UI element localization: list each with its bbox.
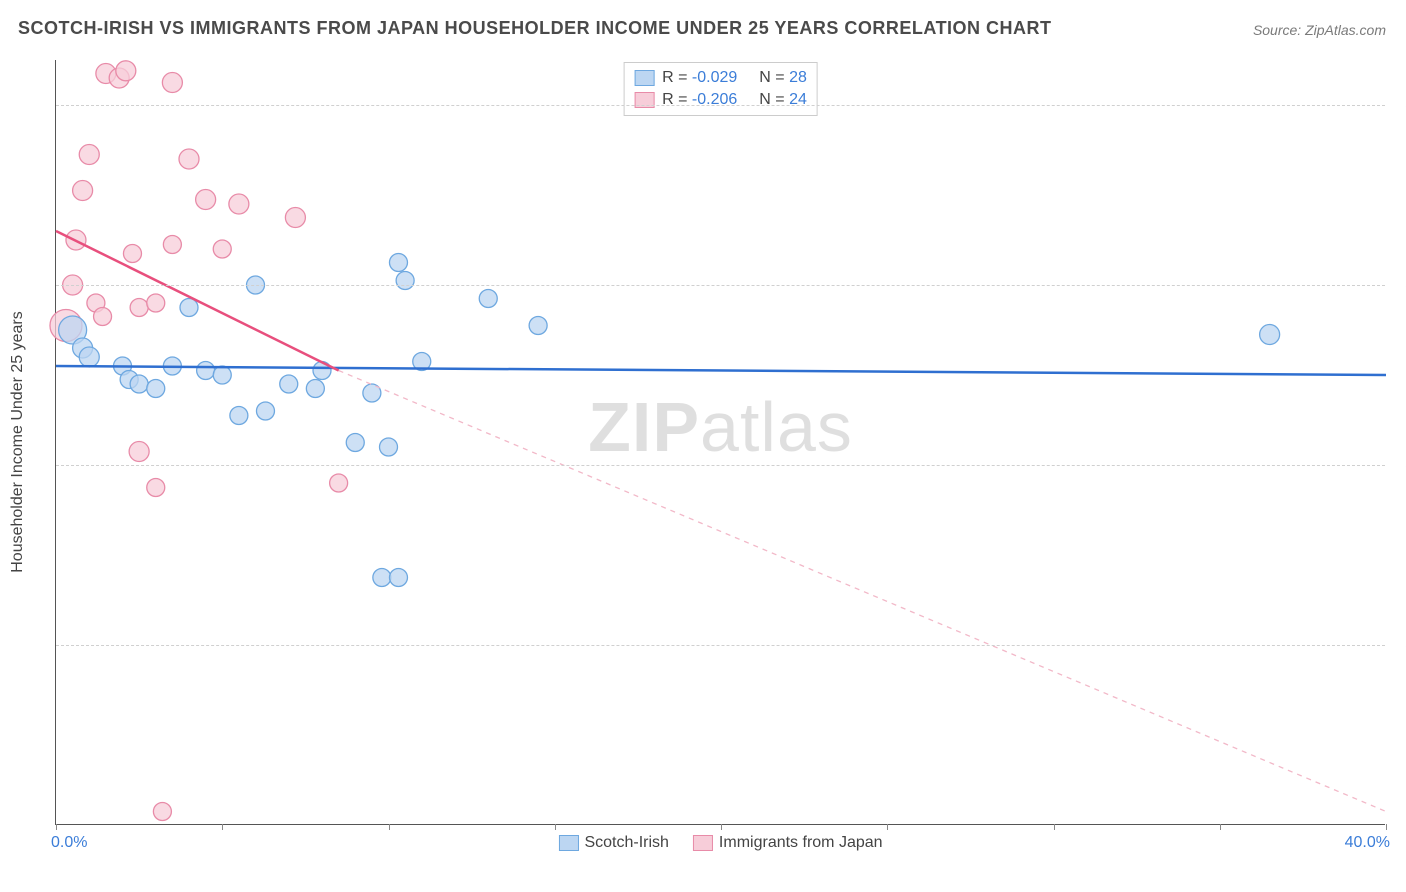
grid-line <box>56 465 1385 466</box>
legend-r: R = -0.029 <box>662 69 737 87</box>
grid-line <box>56 285 1385 286</box>
legend-r: R = -0.206 <box>662 91 737 109</box>
legend-item: Immigrants from Japan <box>693 834 883 852</box>
scatter-point <box>130 299 148 317</box>
scatter-point <box>147 380 165 398</box>
scatter-point <box>147 294 165 312</box>
legend-swatch <box>558 835 578 851</box>
x-tick <box>721 824 722 830</box>
scatter-point <box>94 308 112 326</box>
source-attribution: Source: ZipAtlas.com <box>1253 22 1386 38</box>
series-legend: Scotch-Irish Immigrants from Japan <box>558 834 882 852</box>
y-tick-label: $20,000 <box>1390 637 1406 654</box>
scatter-point <box>256 402 274 420</box>
y-tick-label: $60,000 <box>1390 277 1406 294</box>
legend-row: R = -0.206 N = 24 <box>634 89 807 111</box>
plot-area: Householder Income Under 25 years ZIPatl… <box>55 60 1385 825</box>
legend-label: Scotch-Irish <box>584 834 668 852</box>
x-axis-max-label: 40.0% <box>1345 834 1390 852</box>
trend-line-extrapolated <box>339 371 1386 812</box>
scatter-point <box>230 407 248 425</box>
scatter-point <box>79 145 99 165</box>
scatter-point <box>179 149 199 169</box>
legend-row: R = -0.029 N = 28 <box>634 67 807 89</box>
x-axis-min-label: 0.0% <box>51 834 87 852</box>
x-tick <box>1054 824 1055 830</box>
correlation-legend: R = -0.029 N = 28 R = -0.206 N = 24 <box>623 62 818 116</box>
scatter-point <box>389 569 407 587</box>
legend-item: Scotch-Irish <box>558 834 668 852</box>
scatter-point <box>130 375 148 393</box>
scatter-point <box>129 442 149 462</box>
scatter-point <box>153 803 171 821</box>
scatter-point <box>280 375 298 393</box>
trend-line <box>56 366 1386 375</box>
scatter-point <box>79 347 99 367</box>
scatter-point <box>163 236 181 254</box>
x-tick <box>222 824 223 830</box>
scatter-point <box>529 317 547 335</box>
grid-line <box>56 645 1385 646</box>
scatter-point <box>197 362 215 380</box>
scatter-point <box>147 479 165 497</box>
scatter-point <box>479 290 497 308</box>
scatter-point <box>213 366 231 384</box>
scatter-point <box>285 208 305 228</box>
chart-title: SCOTCH-IRISH VS IMMIGRANTS FROM JAPAN HO… <box>18 18 1052 39</box>
scatter-point <box>330 474 348 492</box>
scatter-point <box>306 380 324 398</box>
scatter-point <box>162 73 182 93</box>
x-tick <box>56 824 57 830</box>
scatter-point <box>213 240 231 258</box>
x-tick <box>555 824 556 830</box>
legend-label: Immigrants from Japan <box>719 834 883 852</box>
scatter-point <box>396 272 414 290</box>
chart-svg <box>56 60 1385 824</box>
y-axis-title: Householder Income Under 25 years <box>9 311 27 572</box>
legend-n: N = 28 <box>759 69 807 87</box>
x-tick <box>1386 824 1387 830</box>
scatter-point <box>229 194 249 214</box>
y-tick-label: $80,000 <box>1390 97 1406 114</box>
scatter-point <box>123 245 141 263</box>
scatter-point <box>1260 325 1280 345</box>
scatter-point <box>180 299 198 317</box>
scatter-point <box>196 190 216 210</box>
x-tick <box>1220 824 1221 830</box>
scatter-point <box>373 569 391 587</box>
grid-line <box>56 105 1385 106</box>
scatter-point <box>389 254 407 272</box>
legend-swatch <box>693 835 713 851</box>
y-tick-label: $40,000 <box>1390 457 1406 474</box>
scatter-point <box>116 61 136 81</box>
x-tick <box>389 824 390 830</box>
legend-n: N = 24 <box>759 91 807 109</box>
x-tick <box>887 824 888 830</box>
scatter-point <box>380 438 398 456</box>
scatter-point <box>346 434 364 452</box>
scatter-point <box>73 181 93 201</box>
legend-swatch <box>634 70 654 86</box>
